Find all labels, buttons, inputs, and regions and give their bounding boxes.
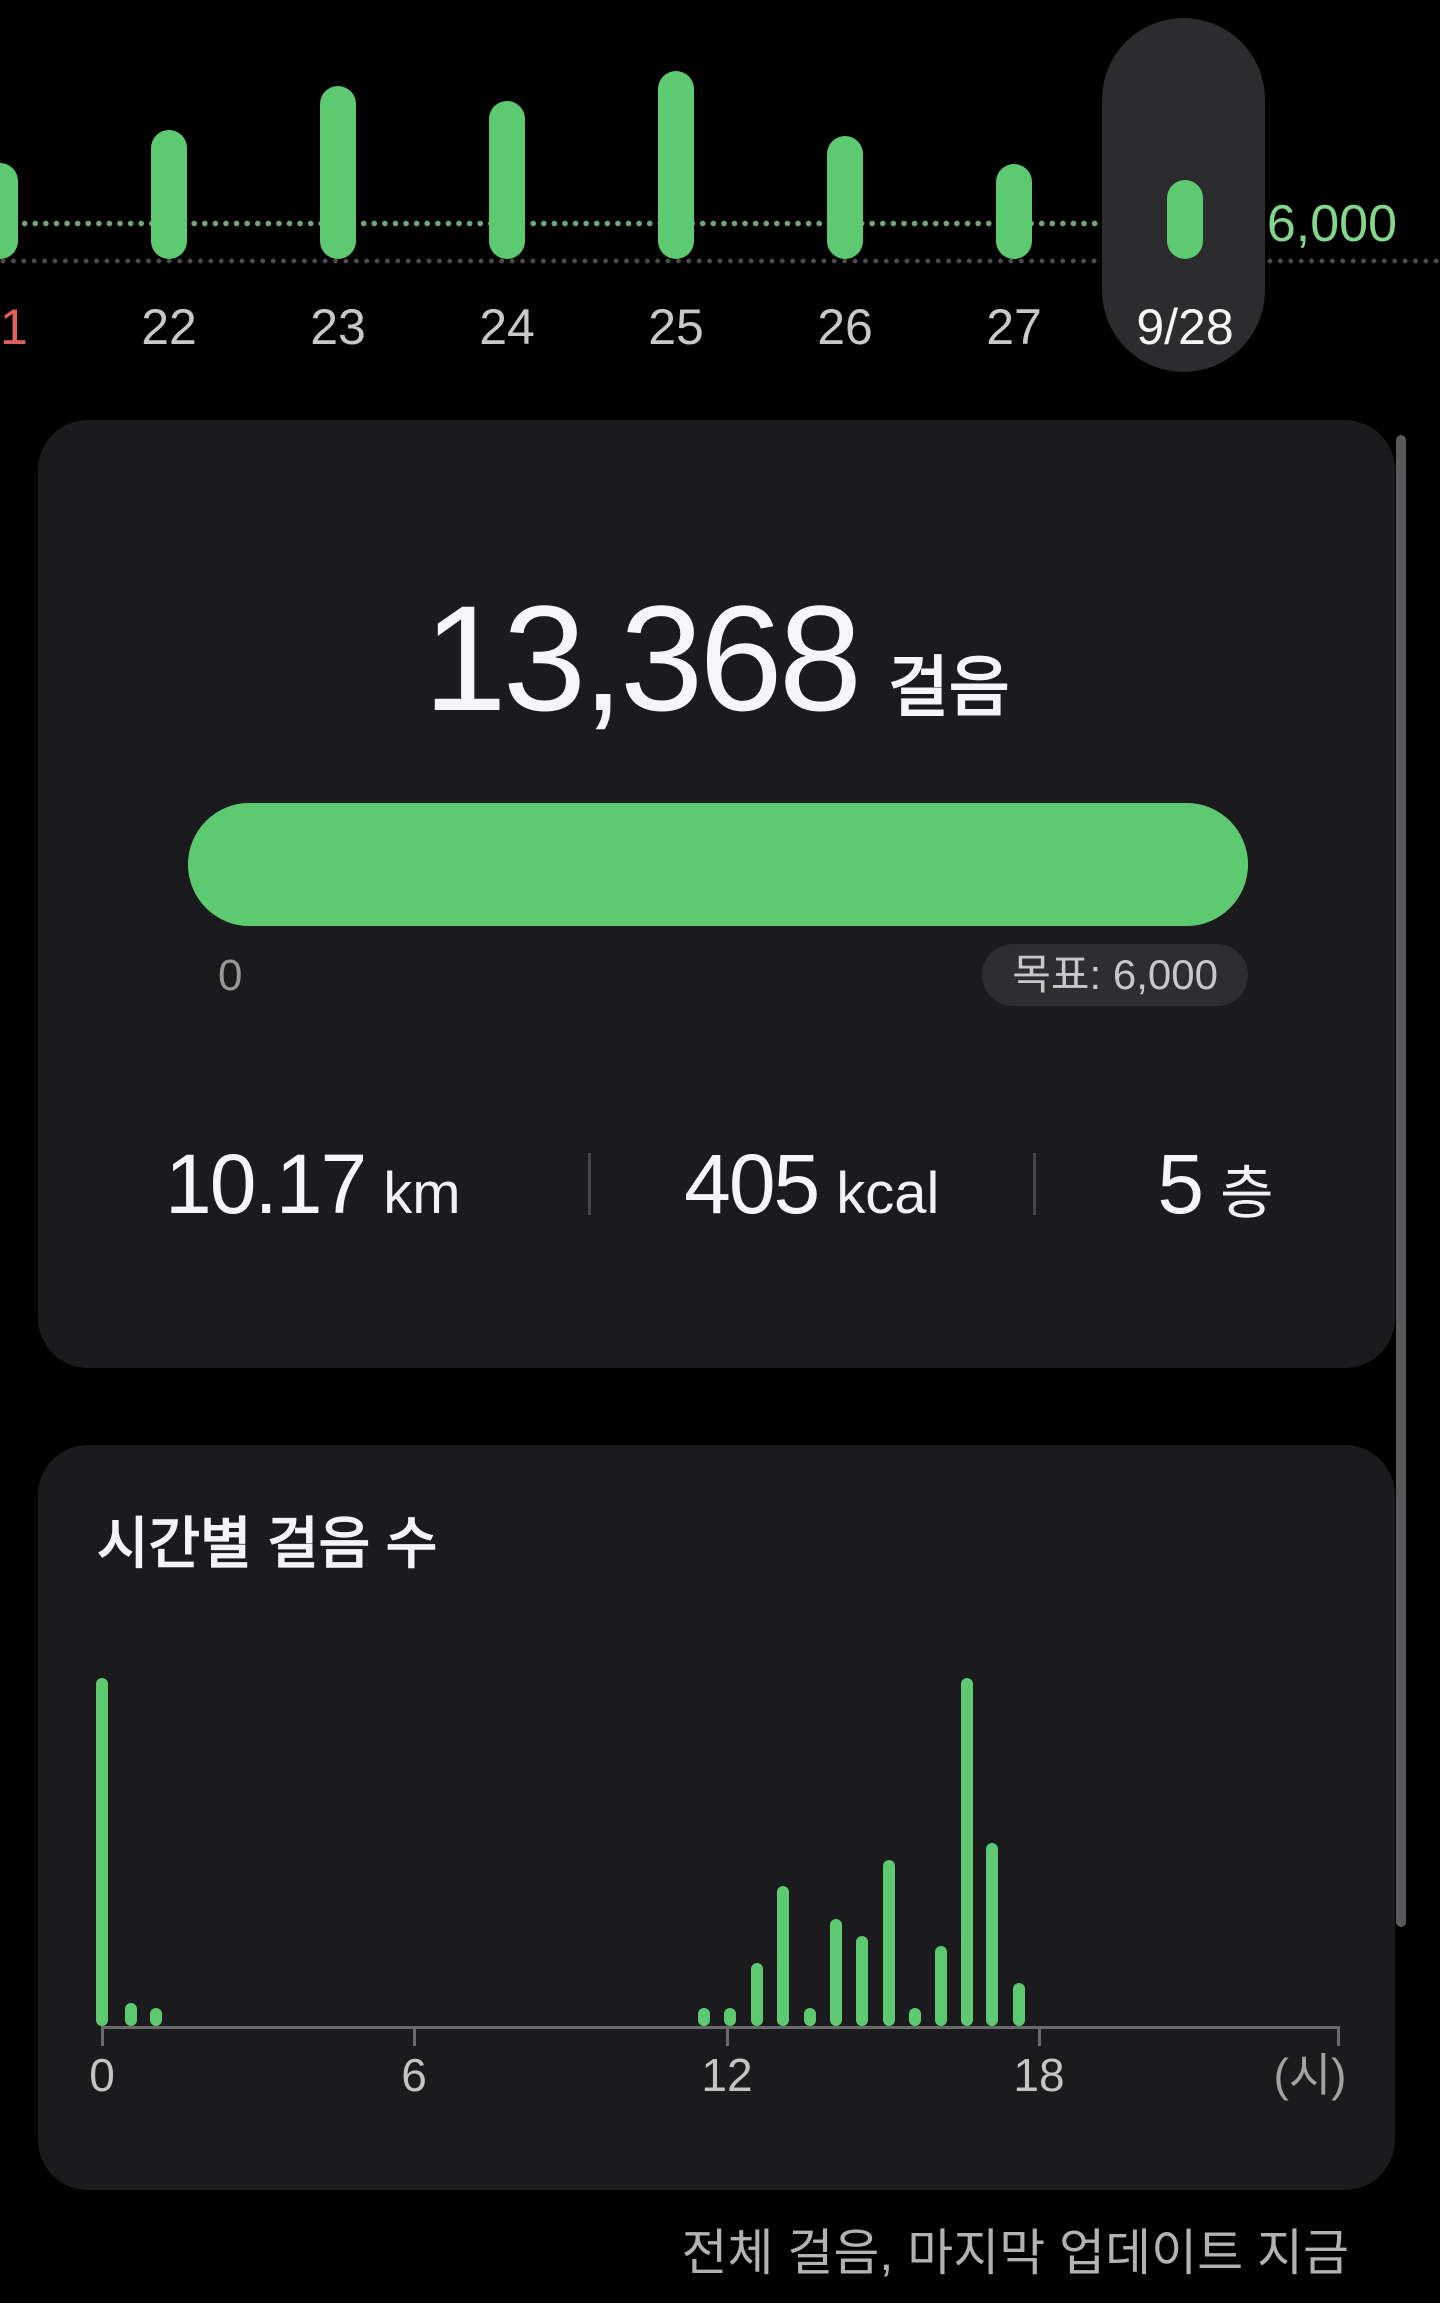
week-day-label[interactable]: 21 [0,299,28,355]
goal-chip: 목표: 6,000 [982,944,1248,1006]
hourly-axis-unit-label: (시) [1273,2049,1347,2101]
distance-value: 10.17 [165,1137,367,1231]
hourly-axis-tick [1337,2026,1340,2046]
hourly-bar [830,1919,842,2026]
steps-count: 13,368 [423,574,862,742]
hourly-axis-label: 6 [401,2049,427,2101]
hourly-bar [96,1678,108,2026]
floors-unit: 층 [1220,1161,1274,1226]
calories-unit: kcal [836,1161,940,1226]
week-day-label[interactable]: 25 [648,299,704,355]
calories-value: 405 [684,1137,820,1231]
scrollbar-thumb[interactable] [1396,435,1406,1927]
week-day-label[interactable]: 26 [817,299,873,355]
hourly-bar [777,1886,789,2026]
goal-progress-fill [188,803,1248,926]
week-bar[interactable] [320,86,356,259]
hourly-axis-label: 12 [701,2049,753,2101]
hourly-bar [856,1936,868,2026]
week-bar[interactable] [0,163,18,259]
stats-divider [587,1153,591,1216]
hourly-axis-tick [101,2026,104,2046]
steps-unit-label: 걸음 [888,650,1010,724]
week-bar[interactable] [658,71,694,259]
hourly-bar [150,2008,162,2026]
hourly-steps-card: 시간별 걸음 수 0 6 12 18 (시) [38,1445,1395,2190]
week-day-label[interactable]: 23 [310,299,366,355]
hourly-axis-tick [1038,2026,1041,2046]
stats-row: 10.17 km 405 kcal 5 층 [38,1137,1395,1231]
hourly-bar [986,1843,998,2026]
goal-dotted-line [0,220,1102,227]
stat-distance: 10.17 km [38,1137,588,1231]
stats-divider [1032,1153,1036,1216]
week-bar[interactable] [1167,180,1203,259]
week-day-label[interactable]: 24 [479,299,535,355]
hourly-bar [961,1678,973,2026]
hourly-axis-tick [413,2026,416,2046]
hourly-bar [125,2003,137,2026]
stat-floors: 5 층 [1036,1137,1395,1231]
hourly-axis-tick [726,2026,729,2046]
goal-line-value: 6,000 [1266,195,1397,253]
stat-calories: 405 kcal [591,1137,1033,1231]
hourly-bar [724,2008,736,2026]
floors-value: 5 [1157,1137,1204,1231]
weekly-steps-chart: 6,000 21 22 23 24 25 26 27 9/28 [0,0,1440,420]
week-day-label[interactable]: 27 [986,299,1042,355]
steps-headline: 13,368 걸음 [38,572,1395,745]
hourly-bar [751,1963,763,2026]
sync-status-text: 전체 걸음, 마지막 업데이트 지금 [681,2225,1349,2281]
hourly-chart-title: 시간별 걸음 수 [97,1512,438,1575]
hourly-bar [698,2008,710,2026]
week-bar[interactable] [996,164,1032,259]
hourly-bar [909,2008,921,2026]
hourly-bar [935,1946,947,2026]
distance-unit: km [383,1161,461,1226]
hourly-bar [883,1860,895,2026]
week-bar[interactable] [151,130,187,259]
baseline-dotted-line [0,258,1102,264]
week-day-label[interactable]: 9/28 [1136,299,1234,355]
hourly-x-axis [102,2026,1338,2029]
hourly-bar [1013,1983,1025,2026]
hourly-axis-label: 0 [89,2049,115,2101]
week-bar[interactable] [827,136,863,259]
daily-summary-card: 13,368 걸음 0 목표: 6,000 10.17 km 405 kcal … [38,420,1395,1368]
week-day-label[interactable]: 22 [141,299,197,355]
hourly-bar [804,2008,816,2026]
week-bar[interactable] [489,101,525,259]
progress-min-label: 0 [218,951,243,1000]
goal-progress-bar [188,803,1248,926]
hourly-axis-label: 18 [1013,2049,1065,2101]
baseline-dotted-line [1267,258,1440,264]
